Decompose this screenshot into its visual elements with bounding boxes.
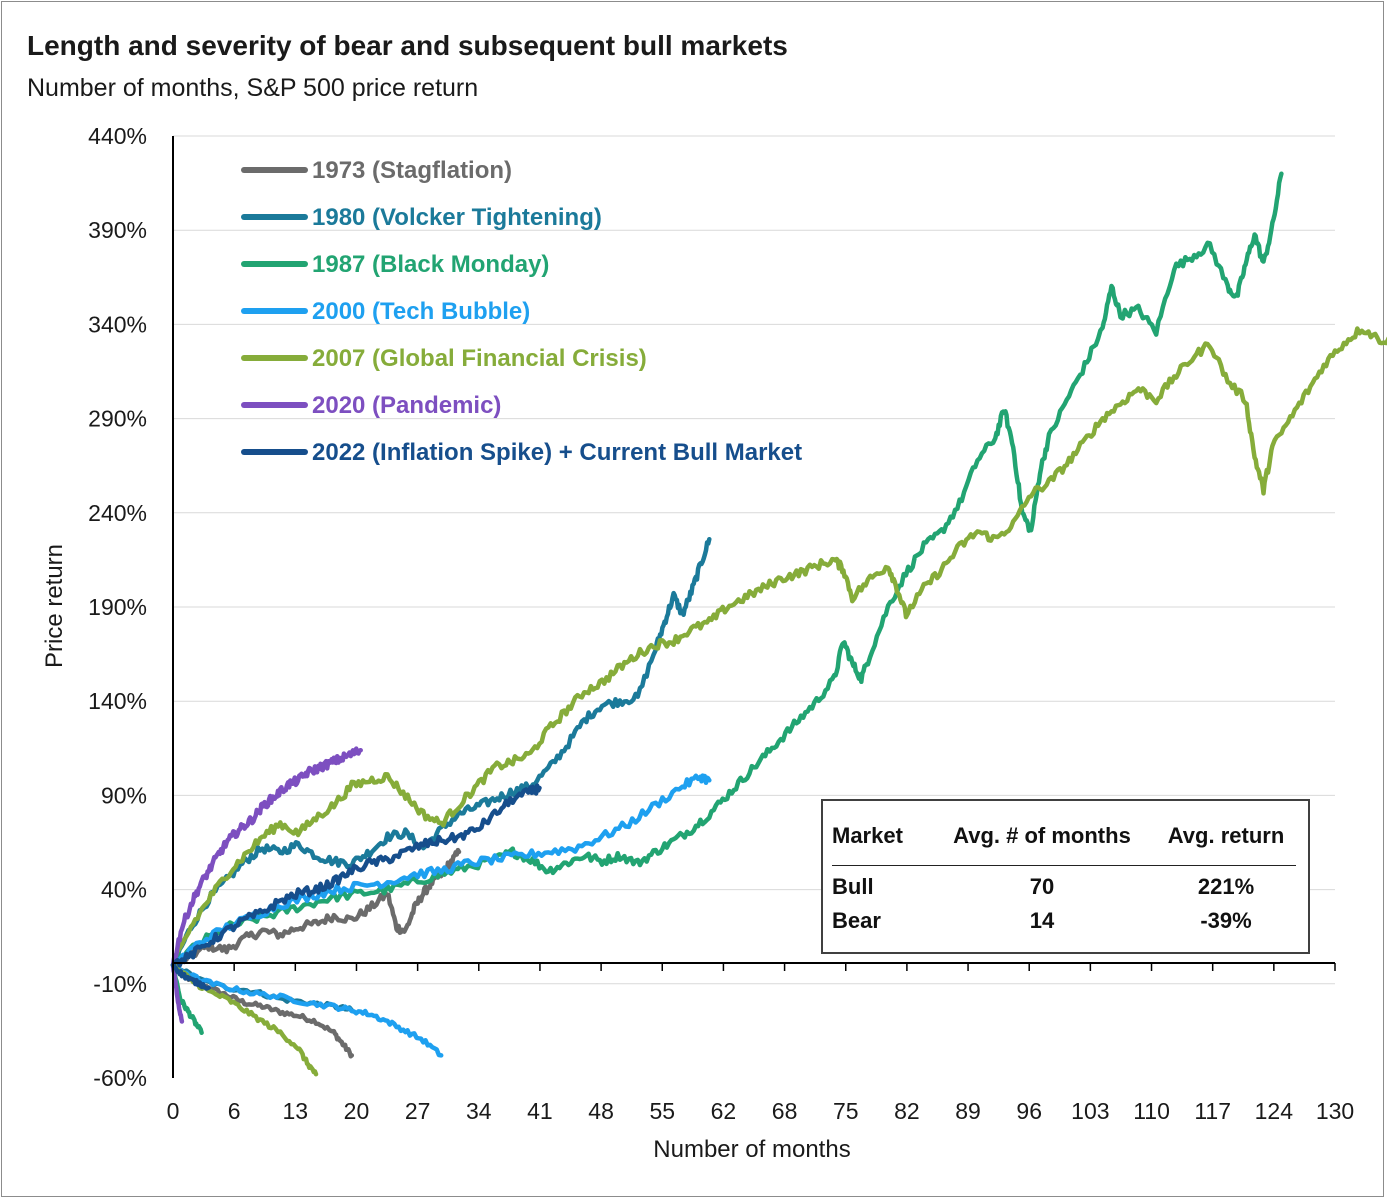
y-tick-label: 190% [88, 594, 147, 620]
stats-row-bull: Bull 70 221% [832, 866, 1296, 905]
stats-header-row: Market Avg. # of months Avg. return [832, 823, 1296, 866]
x-tick-label: 6 [228, 1098, 241, 1124]
legend-label: 1973 (Stagflation) [312, 157, 512, 184]
x-tick-label: 130 [1316, 1098, 1354, 1124]
stats-cell: -39% [1200, 908, 1252, 933]
y-tick-label: 40% [101, 877, 147, 903]
x-tick-label: 117 [1194, 1098, 1231, 1124]
x-tick-label: 55 [649, 1098, 675, 1124]
x-tick-label: 34 [466, 1098, 492, 1124]
x-tick-label: 20 [344, 1098, 370, 1124]
y-tick-label: -60% [93, 1065, 147, 1091]
x-tick-label: 124 [1255, 1098, 1294, 1124]
x-tick-label: 96 [1016, 1098, 1042, 1124]
series-1987-bull-line [170, 171, 1284, 969]
x-tick-label: 48 [588, 1098, 614, 1124]
x-tick-label: 41 [527, 1098, 553, 1124]
y-tick-label: 240% [88, 500, 147, 526]
series-2020-bear-line [170, 962, 185, 1024]
legend: 1973 (Stagflation) 1980 (Volcker Tighteni… [241, 157, 802, 466]
y-tick-label: -10% [93, 971, 147, 997]
y-tick-label: 140% [88, 688, 147, 714]
x-tick-label: 82 [894, 1098, 920, 1124]
x-tick-label: 27 [405, 1098, 431, 1124]
y-tick-label: 290% [88, 406, 147, 432]
legend-label: 2007 (Global Financial Crisis) [312, 345, 647, 372]
stats-cell: Bull [832, 874, 874, 899]
axes [172, 136, 1336, 1078]
stats-header-months: Avg. # of months [928, 823, 1156, 866]
series-2020-bull-line [170, 746, 363, 968]
y-tick-label: 440% [88, 123, 147, 149]
chart-title: Length and severity of bear and subseque… [27, 30, 788, 61]
series-2000-bear-line [170, 962, 444, 1058]
series-2022-bear-line [170, 962, 212, 991]
stats-row-bear: Bear 14 -39% [832, 904, 1296, 938]
legend-label: 2020 (Pandemic) [312, 392, 501, 419]
stats-cell: 70 [1029, 874, 1055, 899]
series-2000-bull-line [170, 773, 712, 968]
stats-header-return: Avg. return [1156, 823, 1296, 866]
x-tick-label: 13 [283, 1098, 309, 1124]
legend-label: 2000 (Tech Bubble) [312, 298, 530, 325]
y-tick-label: 390% [88, 217, 147, 243]
y-tick-label: 340% [88, 311, 147, 337]
stats-cell: 14 [1029, 908, 1055, 933]
stats-header-market: Market [832, 823, 928, 866]
x-tick-label: 68 [772, 1098, 798, 1124]
x-tick-label: 89 [955, 1098, 981, 1124]
stats-cell: Bear [832, 908, 881, 933]
legend-label: 1987 (Black Monday) [312, 251, 549, 278]
stats-table-box: Market Avg. # of months Avg. return Bull… [821, 799, 1310, 954]
series-1980-bull-line [170, 536, 712, 968]
y-axis-label: Price return [41, 544, 68, 668]
series-1973-bull-line [170, 847, 462, 968]
x-tick-label: 0 [167, 1098, 180, 1124]
series-2022-bull-line [170, 783, 542, 968]
gridlines [173, 135, 1335, 985]
legend-label: 2022 (Inflation Spike) + Current Bull Ma… [312, 439, 802, 466]
chart-subtitle: Number of months, S&P 500 price return [27, 74, 479, 102]
x-tick-label: 103 [1071, 1098, 1109, 1124]
x-tick-label: 110 [1133, 1098, 1170, 1124]
y-tick-label: 90% [101, 782, 147, 808]
x-axis-label: Number of months [653, 1136, 850, 1163]
legend-label: 1980 (Volcker Tightening) [312, 204, 602, 231]
series-2007-bull-line [170, 326, 1387, 968]
series-layer [170, 171, 1387, 1077]
tick-labels: 440% 390% 340% 290% 240% 190% 140% 90% 40% -10% -6… [88, 123, 1354, 1124]
stats-table: Market Avg. # of months Avg. return Bull… [832, 823, 1296, 938]
stats-cell: 221% [1197, 874, 1255, 899]
x-tick-label: 75 [833, 1098, 859, 1124]
x-tick-label: 62 [711, 1098, 737, 1124]
